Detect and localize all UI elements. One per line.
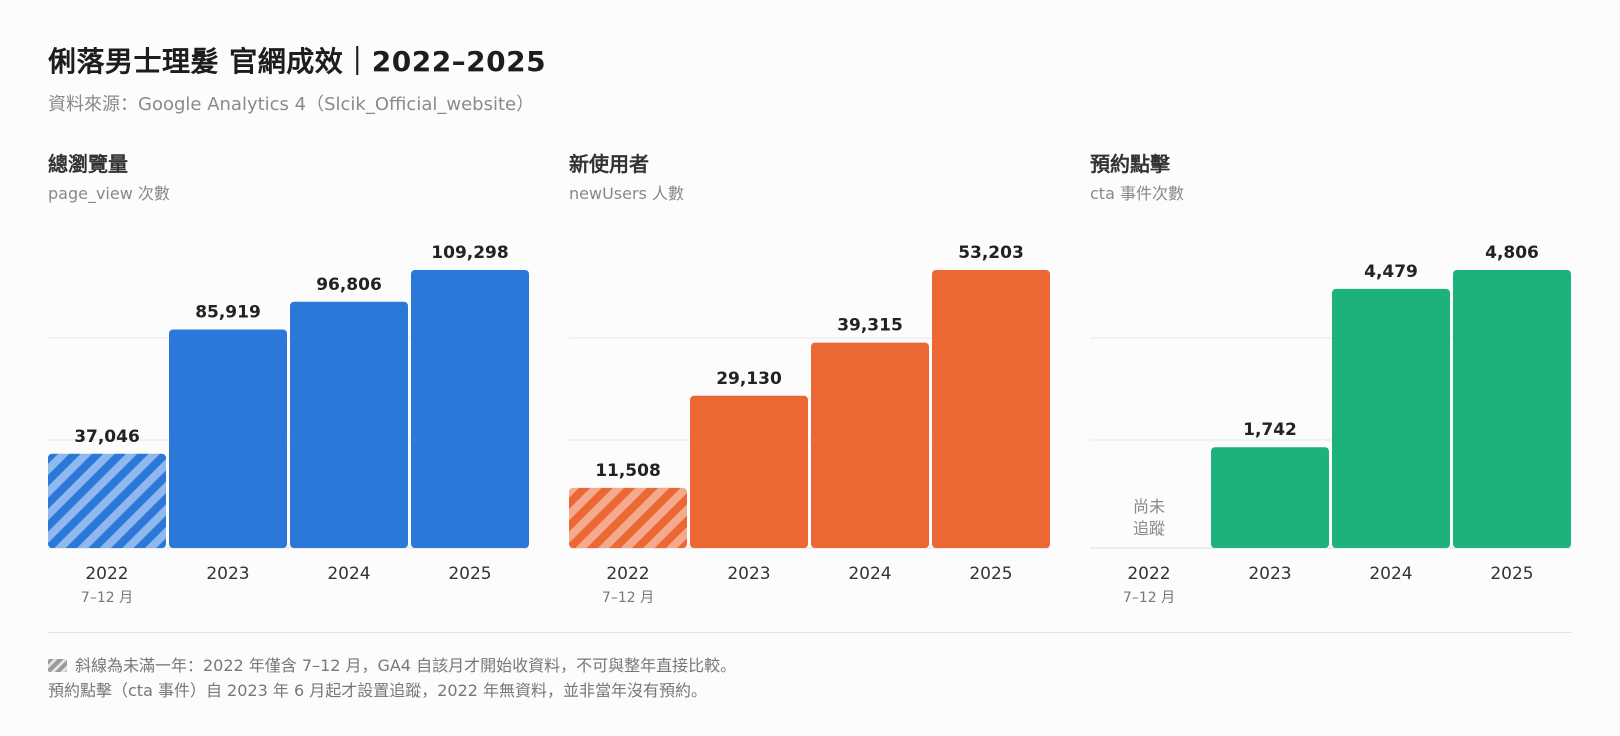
tick-label-2024: 2024 — [848, 564, 891, 584]
bar-2025 — [932, 270, 1050, 548]
chart-panel-cta-clicks: 預約點擊 cta 事件次數 尚未追蹤 2022 7–12 月 1,742 2023 4,4… — [1090, 0, 1571, 620]
tick-label-2022: 2022 — [85, 564, 128, 584]
data-label-2023: 85,919 — [195, 302, 261, 322]
tick-note-2022: 7–12 月 — [1123, 590, 1175, 606]
footer-note-cta-tracking: 預約點擊（cta 事件）自 2023 年 6 月起才設置追蹤，2022 年無資料… — [48, 681, 708, 700]
bar-2025 — [411, 270, 529, 548]
data-source-subtitle: 資料來源：Google Analytics 4（Slcik_Official_w… — [48, 94, 535, 115]
bar-2023 — [169, 329, 287, 548]
page-title: 俐落男士理髮 官網成效｜2022–2025 — [48, 45, 547, 78]
tick-label-2024: 2024 — [1369, 564, 1412, 584]
data-label-2023: 29,130 — [716, 369, 782, 389]
chart-subtitle: newUsers 人數 — [569, 184, 684, 203]
bar-2024 — [290, 301, 408, 548]
data-label-2022: 11,508 — [595, 461, 661, 481]
chart-panel-new-users: 新使用者 newUsers 人數 11,508 2022 7–12 月 29,130 2… — [569, 0, 1050, 620]
data-label-2024: 96,806 — [316, 275, 382, 295]
chart-title: 新使用者 — [569, 152, 649, 176]
tick-label-2025: 2025 — [1490, 564, 1533, 584]
data-label-2022: 37,046 — [74, 427, 140, 447]
bar-2022 — [48, 453, 166, 548]
tick-note-2022: 7–12 月 — [81, 590, 133, 606]
tick-label-2025: 2025 — [448, 564, 491, 584]
tick-label-2024: 2024 — [327, 564, 370, 584]
chart-panel-page-views: 總瀏覽量 page_view 次數 37,046 2022 7–12 月 85,919… — [48, 0, 529, 620]
data-label-2025: 109,298 — [431, 243, 508, 263]
bar-2022 — [569, 487, 687, 548]
footer-note-partial-year: 斜線為未滿一年：2022 年僅含 7–12 月，GA4 自該月才開始收資料，不可… — [48, 652, 736, 676]
chart-title: 總瀏覽量 — [48, 152, 128, 176]
tick-label-2022: 2022 — [1127, 564, 1170, 584]
data-label-2025: 4,806 — [1485, 243, 1539, 263]
chart-title: 預約點擊 — [1090, 152, 1170, 176]
tick-label-2022: 2022 — [606, 564, 649, 584]
bar-2024 — [1332, 288, 1450, 548]
footer-note-text: 斜線為未滿一年：2022 年僅含 7–12 月，GA4 自該月才開始收資料，不可… — [75, 656, 737, 675]
data-label-2025: 53,203 — [958, 243, 1024, 263]
bar-chart-page-views: 37,046 2022 7–12 月 85,919 2023 96,806 2024 109,… — [48, 243, 529, 606]
bar-chart-new-users: 11,508 2022 7–12 月 29,130 2023 39,315 2024 53,2… — [569, 243, 1050, 606]
bar-2023 — [690, 395, 808, 548]
bar-2024 — [811, 342, 929, 548]
bar-2025 — [1453, 270, 1571, 548]
data-label-2024: 39,315 — [837, 316, 903, 336]
tick-label-2023: 2023 — [727, 564, 770, 584]
missing-label-2022: 追蹤 — [1133, 519, 1165, 538]
tick-note-2022: 7–12 月 — [602, 590, 654, 606]
hatch-legend-swatch — [48, 659, 67, 672]
data-label-2024: 4,479 — [1364, 262, 1418, 282]
tick-label-2025: 2025 — [969, 564, 1012, 584]
chart-subtitle: page_view 次數 — [48, 184, 170, 203]
bar-2023 — [1211, 447, 1329, 548]
missing-label-2022: 尚未 — [1133, 497, 1165, 516]
footer-divider — [48, 632, 1572, 633]
tick-label-2023: 2023 — [1248, 564, 1291, 584]
data-label-2023: 1,742 — [1243, 420, 1297, 440]
chart-subtitle: cta 事件次數 — [1090, 184, 1184, 203]
tick-label-2023: 2023 — [206, 564, 249, 584]
